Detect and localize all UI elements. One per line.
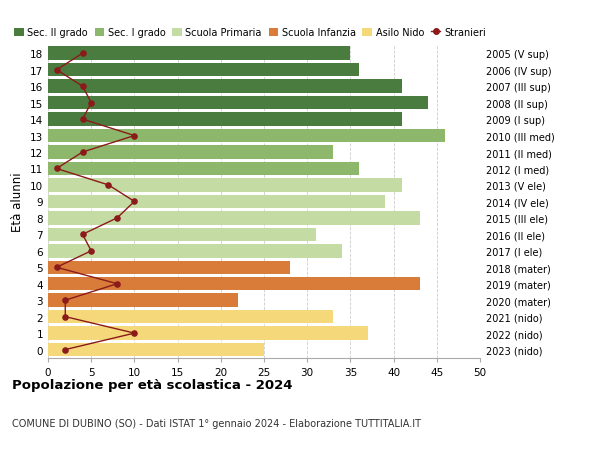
Bar <box>48 64 359 77</box>
Point <box>78 83 88 90</box>
Legend: Sec. II grado, Sec. I grado, Scuola Primaria, Scuola Infanzia, Asilo Nido, Stran: Sec. II grado, Sec. I grado, Scuola Prim… <box>14 28 485 38</box>
Bar <box>48 228 316 241</box>
Point <box>78 50 88 58</box>
Point <box>86 100 96 107</box>
Point <box>61 297 70 304</box>
Bar <box>48 310 333 324</box>
Bar <box>48 47 350 61</box>
Point <box>78 231 88 239</box>
Point <box>52 264 61 271</box>
Bar <box>48 327 368 340</box>
Point <box>130 133 139 140</box>
Bar <box>48 146 333 159</box>
Bar <box>48 97 428 110</box>
Text: Popolazione per età scolastica - 2024: Popolazione per età scolastica - 2024 <box>12 379 293 392</box>
Point <box>78 149 88 157</box>
Point <box>112 215 122 222</box>
Bar <box>48 129 445 143</box>
Point <box>130 330 139 337</box>
Point <box>86 247 96 255</box>
Bar <box>48 261 290 274</box>
Bar <box>48 294 238 307</box>
Point <box>112 280 122 288</box>
Bar <box>48 162 359 176</box>
Bar <box>48 212 419 225</box>
Bar <box>48 80 402 94</box>
Point <box>52 67 61 74</box>
Bar <box>48 113 402 127</box>
Text: COMUNE DI DUBINO (SO) - Dati ISTAT 1° gennaio 2024 - Elaborazione TUTTITALIA.IT: COMUNE DI DUBINO (SO) - Dati ISTAT 1° ge… <box>12 418 421 428</box>
Point <box>78 116 88 123</box>
Point <box>104 182 113 189</box>
Bar <box>48 245 342 258</box>
Y-axis label: Età alunni: Età alunni <box>11 172 25 232</box>
Bar <box>48 179 402 192</box>
Bar <box>48 277 419 291</box>
Bar <box>48 343 264 357</box>
Point <box>130 198 139 206</box>
Point <box>52 165 61 173</box>
Point <box>61 346 70 353</box>
Point <box>61 313 70 321</box>
Bar <box>48 195 385 209</box>
